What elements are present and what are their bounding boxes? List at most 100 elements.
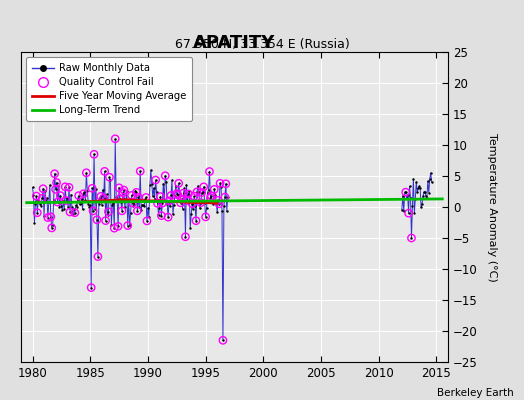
Point (117, 199, 125, 206)
Point (405, 210, 413, 216)
Point (127, 192, 136, 199)
Point (96, 193, 105, 200)
Point (401, 189, 410, 195)
Point (83, 188, 92, 194)
Point (163, 201, 171, 207)
Point (427, 170, 435, 176)
Point (215, 200, 223, 207)
Point (43, 214, 52, 221)
Point (413, 189, 421, 195)
Point (87, 284, 95, 291)
Point (79, 190, 88, 197)
Point (207, 193, 215, 199)
Point (74, 192, 83, 199)
Point (119, 190, 127, 196)
Point (149, 185, 158, 191)
Point (114, 223, 122, 230)
Point (167, 192, 175, 199)
Point (409, 176, 418, 182)
Point (210, 186, 219, 192)
Point (33, 210, 41, 216)
Point (112, 194, 121, 200)
Point (57, 203, 66, 210)
Point (158, 200, 167, 206)
Point (416, 185, 424, 191)
Point (160, 197, 169, 203)
Point (67, 192, 75, 198)
Point (402, 195, 411, 201)
Point (129, 203, 138, 209)
Point (151, 177, 160, 183)
Point (124, 222, 132, 229)
Point (82, 170, 91, 176)
Point (119, 187, 128, 193)
Point (93, 216, 101, 223)
Point (70, 206, 78, 212)
Point (132, 189, 140, 196)
Point (96, 195, 104, 201)
Point (53, 199, 62, 205)
Point (219, 337, 227, 344)
Point (101, 168, 109, 174)
Point (56, 192, 64, 199)
Point (80, 189, 89, 195)
Point (32, 193, 40, 199)
Point (221, 194, 229, 200)
Point (139, 202, 147, 208)
Point (406, 183, 414, 190)
Point (47, 214, 55, 220)
Point (174, 180, 183, 186)
Point (73, 196, 82, 202)
Point (107, 222, 116, 228)
Point (93, 216, 101, 223)
Point (72, 204, 81, 210)
Point (110, 225, 118, 231)
Point (52, 179, 61, 186)
Point (179, 190, 188, 196)
Point (118, 208, 126, 214)
Point (184, 191, 192, 197)
Point (161, 172, 169, 179)
Point (181, 234, 190, 240)
Point (86, 202, 94, 208)
Text: Berkeley Earth: Berkeley Earth (437, 388, 514, 398)
Point (127, 192, 136, 199)
Point (172, 190, 181, 197)
Point (115, 185, 123, 191)
Point (46, 182, 54, 188)
Point (33, 210, 41, 216)
Point (200, 184, 208, 190)
Point (164, 214, 172, 220)
Y-axis label: Temperature Anomaly (°C): Temperature Anomaly (°C) (487, 133, 497, 281)
Point (201, 214, 210, 220)
Point (217, 184, 225, 190)
Point (61, 184, 69, 190)
Point (214, 197, 222, 204)
Point (171, 193, 179, 199)
Point (195, 205, 204, 212)
Point (216, 180, 224, 186)
Point (142, 194, 150, 201)
Point (190, 193, 198, 199)
Point (182, 182, 191, 188)
Point (115, 185, 123, 191)
Point (71, 210, 79, 216)
Point (45, 198, 53, 205)
Point (119, 190, 127, 196)
Point (55, 203, 63, 210)
Point (85, 204, 93, 210)
Point (78, 196, 86, 202)
Point (39, 186, 47, 192)
Point (181, 234, 190, 240)
Point (143, 218, 151, 224)
Point (414, 185, 422, 191)
Point (31, 201, 40, 207)
Point (202, 204, 211, 211)
Point (190, 193, 198, 199)
Point (423, 178, 432, 184)
Point (187, 211, 195, 218)
Point (421, 189, 429, 195)
Point (134, 194, 143, 201)
Point (151, 177, 160, 183)
Point (51, 186, 60, 192)
